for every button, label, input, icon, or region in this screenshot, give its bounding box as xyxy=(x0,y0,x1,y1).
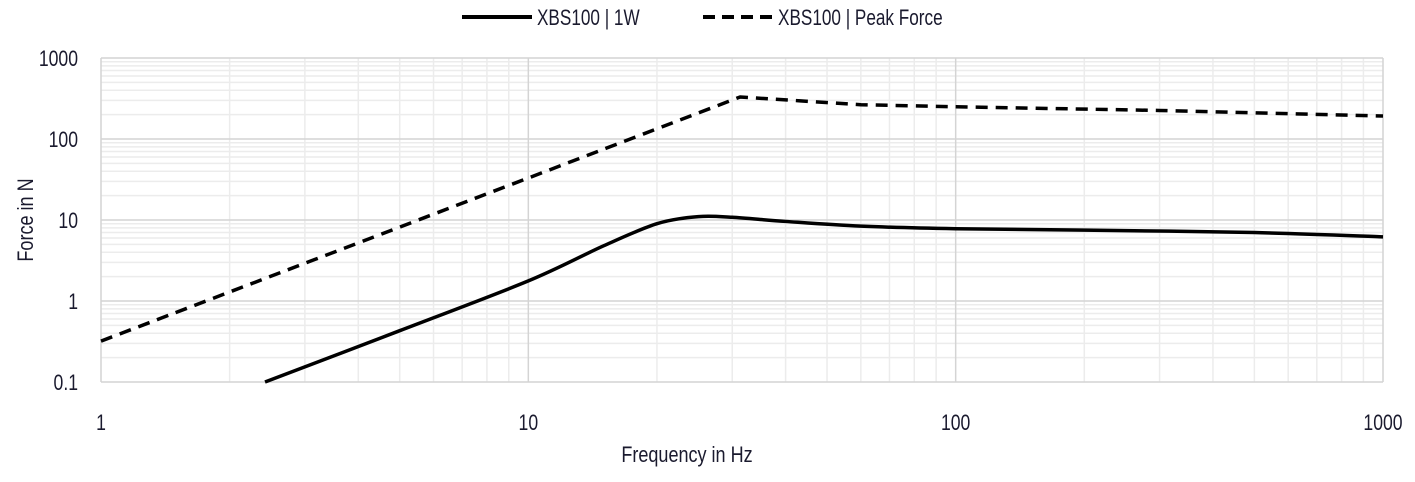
x-tick-label: 100 xyxy=(941,411,970,435)
legend: XBS100 | 1W XBS100 | Peak Force xyxy=(462,6,943,31)
x-axis-label: Frequency in Hz xyxy=(621,443,752,467)
y-tick-label: 1000 xyxy=(39,47,78,71)
x-tick-label: 10 xyxy=(519,411,539,435)
y-axis-label: Force in N xyxy=(14,178,38,261)
grid xyxy=(100,57,1384,383)
y-tick-label: 0.1 xyxy=(54,371,78,395)
y-tick-label: 1 xyxy=(68,290,78,314)
series-group xyxy=(100,95,1384,384)
tick-labels: 1 10 100 1000 0.1 1 10 100 1000 xyxy=(39,47,1403,435)
y-tick-label: 100 xyxy=(49,128,78,152)
legend-label-1w: XBS100 | 1W xyxy=(537,6,640,31)
x-tick-label: 1 xyxy=(96,411,106,435)
series-line-peak-force xyxy=(100,95,1384,343)
y-tick-label: 10 xyxy=(58,209,78,233)
series-line-1w xyxy=(264,214,1384,384)
legend-label-peak: XBS100 | Peak Force xyxy=(778,6,943,31)
x-tick-label: 1000 xyxy=(1363,411,1402,435)
